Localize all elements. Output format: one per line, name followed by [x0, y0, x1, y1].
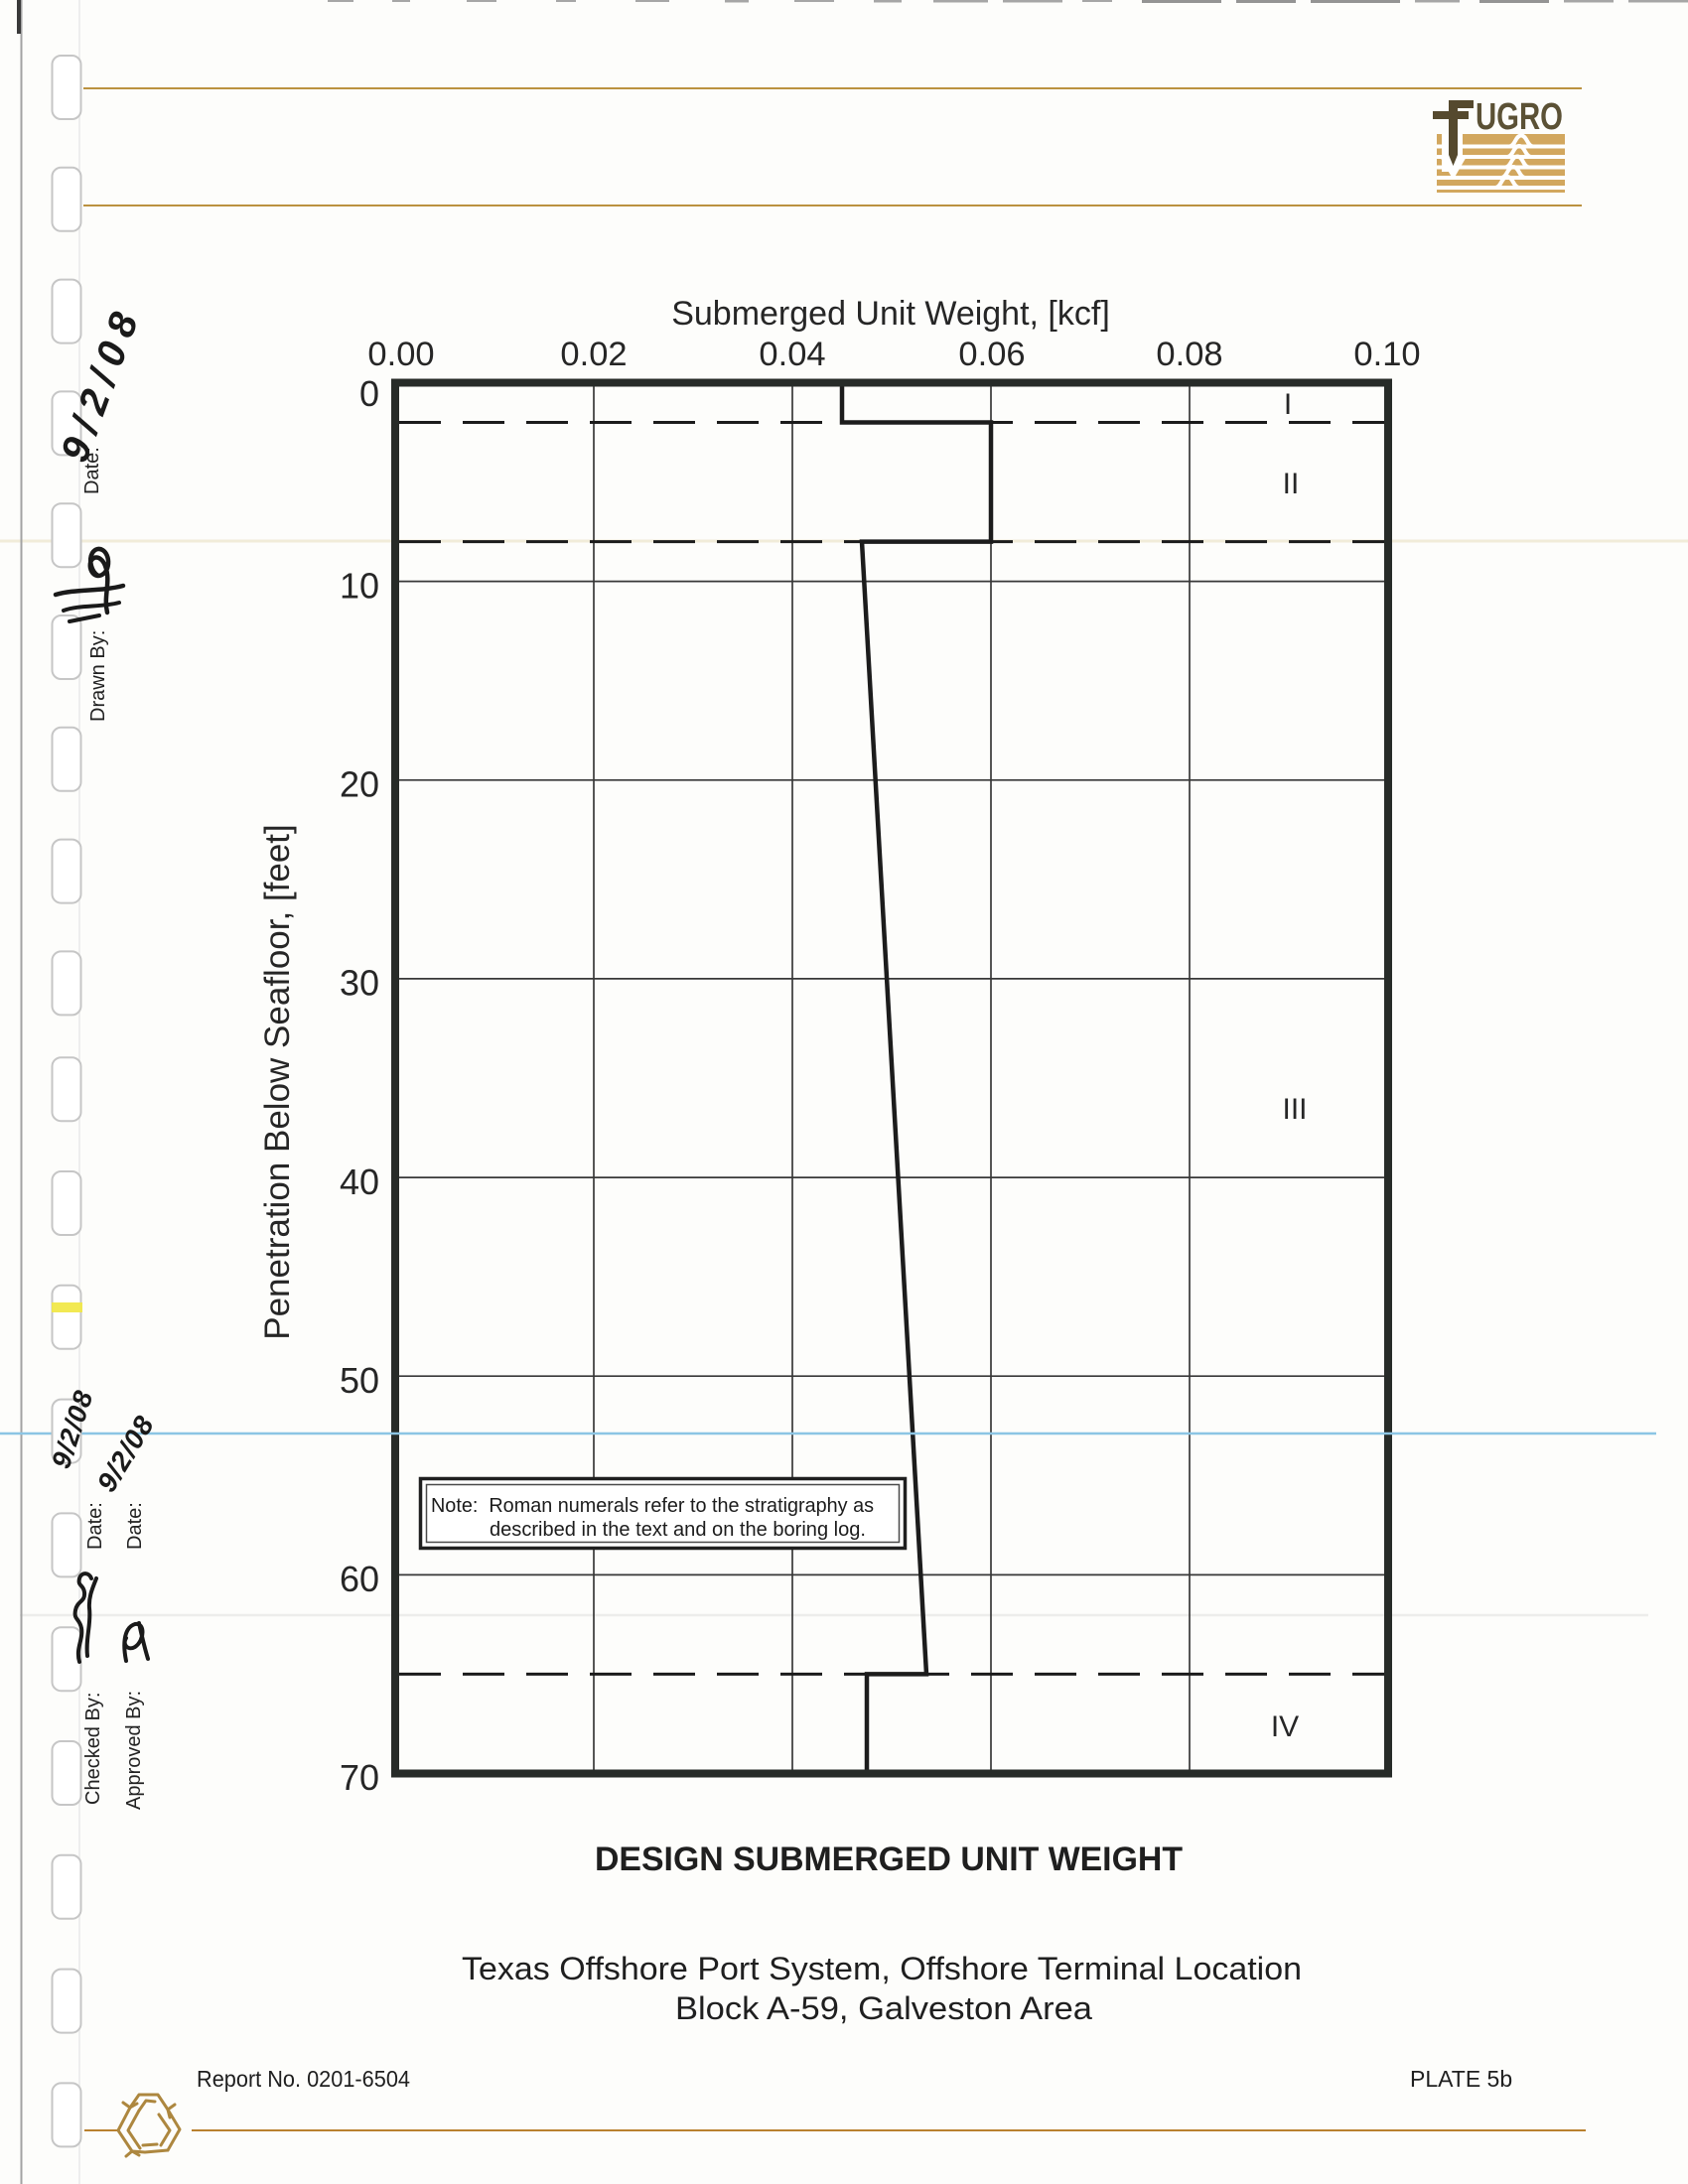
svg-text:20: 20 — [340, 764, 379, 805]
svg-text:10: 10 — [340, 566, 379, 607]
svg-text:Date:: Date: — [124, 1502, 146, 1550]
svg-text:Note: Roman numerals refer to: Note: Roman numerals refer to the strati… — [431, 1494, 874, 1517]
svg-text:30: 30 — [340, 963, 379, 1004]
svg-text:0.00: 0.00 — [367, 336, 434, 373]
svg-text:Date:: Date: — [81, 447, 103, 494]
svg-text:9/2/08: 9/2/08 — [91, 1410, 161, 1497]
svg-text:40: 40 — [340, 1161, 379, 1202]
svg-text:0.02: 0.02 — [560, 336, 627, 373]
svg-text:II: II — [1283, 468, 1300, 500]
svg-text:IV: IV — [1271, 1710, 1299, 1743]
svg-text:described in the text and on t: described in the text and on the boring … — [490, 1518, 866, 1541]
svg-text:60: 60 — [340, 1559, 379, 1599]
svg-text:UGRO: UGRO — [1476, 96, 1563, 138]
svg-text:Approved By:: Approved By: — [123, 1691, 145, 1810]
svg-text:70: 70 — [340, 1757, 379, 1798]
svg-text:0: 0 — [359, 373, 379, 414]
svg-text:Submerged Unit Weight, [kcf]: Submerged Unit Weight, [kcf] — [671, 295, 1110, 333]
svg-text:Drawn By:: Drawn By: — [87, 630, 109, 722]
svg-text:DESIGN SUBMERGED UNIT WEIGHT: DESIGN SUBMERGED UNIT WEIGHT — [595, 1841, 1183, 1878]
svg-text:Block A-59, Galveston Area: Block A-59, Galveston Area — [675, 1990, 1092, 2026]
svg-text:I: I — [1284, 388, 1292, 421]
svg-text:Penetration Below Seafloor, [f: Penetration Below Seafloor, [feet] — [258, 824, 297, 1340]
svg-text:III: III — [1282, 1093, 1307, 1126]
svg-text:0.10: 0.10 — [1353, 336, 1420, 373]
svg-text:0.04: 0.04 — [759, 336, 825, 373]
svg-text:Texas Offshore Port System, Of: Texas Offshore Port System, Offshore Ter… — [462, 1951, 1302, 1986]
svg-text:50: 50 — [340, 1360, 379, 1401]
svg-text:Checked By:: Checked By: — [82, 1693, 104, 1805]
svg-text:PLATE 5b: PLATE 5b — [1410, 2066, 1512, 2092]
svg-text:0.08: 0.08 — [1156, 336, 1222, 373]
svg-text:Report No. 0201-6504: Report No. 0201-6504 — [197, 2066, 410, 2092]
svg-text:Date:: Date: — [84, 1502, 106, 1550]
svg-text:0.06: 0.06 — [958, 336, 1025, 373]
